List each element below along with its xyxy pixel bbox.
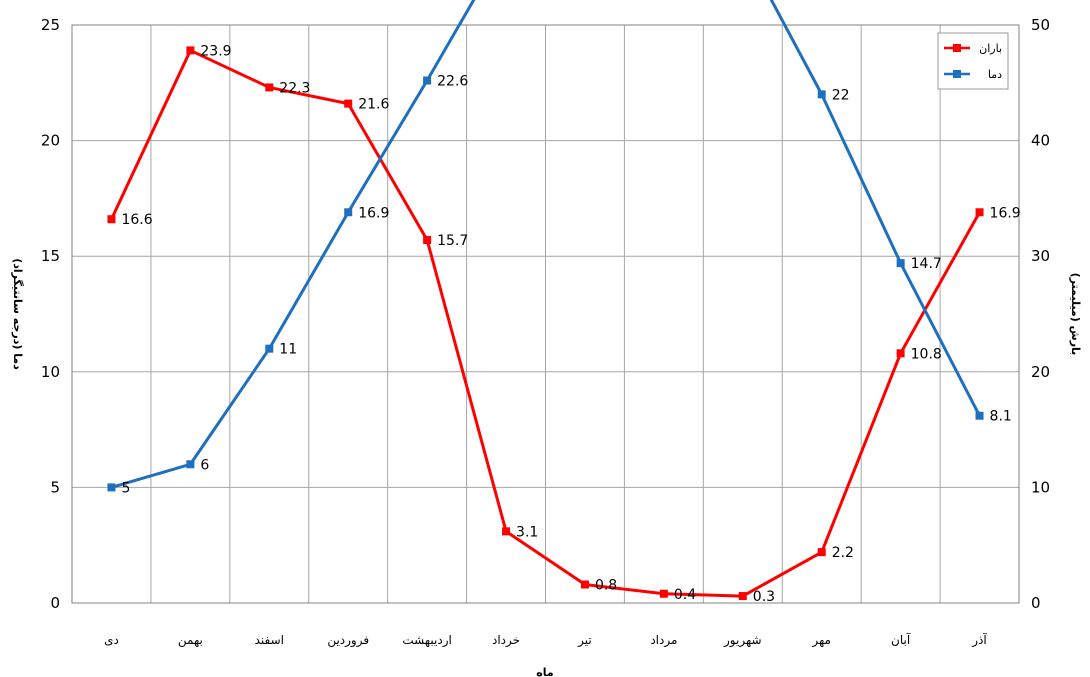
rain-data-label: 15.7 xyxy=(437,233,468,249)
rain-point xyxy=(817,548,826,557)
rain-point xyxy=(186,46,195,55)
temperature-data-label: 5 xyxy=(121,480,130,496)
data-labels-layer: 16.6 23.9 22.3 21.6 15.7 3.1 0.8 0.4 0.3 2.2 10.8 1… xyxy=(121,43,1021,605)
temperature-data-label: 6 xyxy=(200,457,209,473)
series-line-temperature xyxy=(111,0,981,489)
rain-point xyxy=(896,349,905,358)
legend-rain-marker xyxy=(953,44,961,52)
rain-point xyxy=(107,215,116,224)
temperature-data-label: 11 xyxy=(279,342,297,358)
left-y-tick-label: 25 xyxy=(41,16,60,34)
rain-data-label: 16.6 xyxy=(121,212,152,228)
x-category-label: آذر xyxy=(971,632,987,648)
rain-point xyxy=(265,83,274,92)
temperature-data-label: 22 xyxy=(832,87,850,103)
legend-box xyxy=(937,32,1009,90)
rain-data-label: 0.8 xyxy=(595,578,617,594)
temperature-point xyxy=(344,208,353,217)
right-y-tick-label: 50 xyxy=(1031,16,1050,34)
legend: باران دما xyxy=(937,32,1009,90)
x-category-label: مهر xyxy=(811,633,831,648)
legend-temp-marker xyxy=(953,70,961,78)
temperature-point xyxy=(186,460,195,469)
left-y-axis-ticks: 0 5 10 15 20 25 xyxy=(41,16,60,612)
right-y-tick-label: 20 xyxy=(1031,363,1050,381)
temperature-point xyxy=(975,411,984,420)
rain-point xyxy=(659,589,668,598)
temperature-data-label: 16.9 xyxy=(358,205,389,221)
temperature-data-label: 14.7 xyxy=(911,256,942,272)
rain-data-label: 22.3 xyxy=(279,80,310,96)
temperature-point xyxy=(817,90,826,99)
temperature-point xyxy=(265,344,274,353)
right-y-tick-label: 0 xyxy=(1031,594,1041,612)
temperature-point xyxy=(896,259,905,268)
x-axis-category-labels: دی بهمن اسفند فروردین اردیبهشت خرداد تیر مرداد ش… xyxy=(104,632,987,648)
rain-data-label: 0.4 xyxy=(674,587,696,603)
left-y-tick-label: 15 xyxy=(41,247,60,265)
temperature-point xyxy=(423,76,432,85)
x-category-label: اسفند xyxy=(255,633,284,647)
right-y-axis-title: بارش (میلیمتر) xyxy=(1069,273,1082,356)
rain-data-label: 16.9 xyxy=(990,205,1021,221)
x-category-label: دی xyxy=(104,633,119,647)
x-category-label: خرداد xyxy=(492,633,520,648)
rain-data-label: 3.1 xyxy=(516,524,538,540)
temperature-data-label: 8.1 xyxy=(990,409,1012,425)
x-category-label: شهریور xyxy=(723,633,762,648)
rain-data-label: 2.2 xyxy=(832,545,854,561)
legend-rain-label: باران xyxy=(979,42,1002,55)
rain-point xyxy=(738,592,747,601)
x-category-label: آبان xyxy=(891,632,911,647)
rain-point xyxy=(580,580,589,589)
rain-point xyxy=(423,236,432,245)
rain-point xyxy=(975,208,984,217)
x-category-label: اردیبهشت xyxy=(402,633,451,648)
right-y-axis-ticks: 0 10 20 30 40 50 xyxy=(1031,16,1050,612)
rain-data-label: 21.6 xyxy=(358,97,389,113)
temperature-point xyxy=(107,483,116,492)
left-y-tick-label: 10 xyxy=(41,363,60,381)
series-layer xyxy=(107,0,984,601)
plot-border xyxy=(71,24,1020,604)
legend-temp-label: دما xyxy=(988,68,1002,81)
temperature-data-label: 22.6 xyxy=(437,73,468,89)
right-y-tick-label: 30 xyxy=(1031,247,1050,265)
left-y-tick-label: 20 xyxy=(41,132,60,150)
x-category-label: بهمن xyxy=(178,633,203,648)
x-axis-title: ماه xyxy=(536,666,553,677)
rain-point xyxy=(344,99,353,108)
x-category-label: مرداد xyxy=(650,633,677,648)
series-line-rain xyxy=(110,48,981,598)
rain-data-label: 10.8 xyxy=(911,346,942,362)
x-category-label: تیر xyxy=(577,633,592,648)
rain-data-label: 23.9 xyxy=(200,43,231,59)
left-y-tick-label: 0 xyxy=(50,594,60,612)
left-y-tick-label: 5 xyxy=(50,478,60,496)
right-y-tick-label: 10 xyxy=(1031,478,1050,496)
gridlines xyxy=(71,24,1020,604)
left-y-axis-title: دما (درجه سانتیگراد) xyxy=(11,258,24,370)
rain-data-label: 0.3 xyxy=(753,589,775,605)
rain-point xyxy=(502,527,511,536)
x-category-label: فروردین xyxy=(327,633,369,648)
right-y-tick-label: 40 xyxy=(1031,132,1050,150)
